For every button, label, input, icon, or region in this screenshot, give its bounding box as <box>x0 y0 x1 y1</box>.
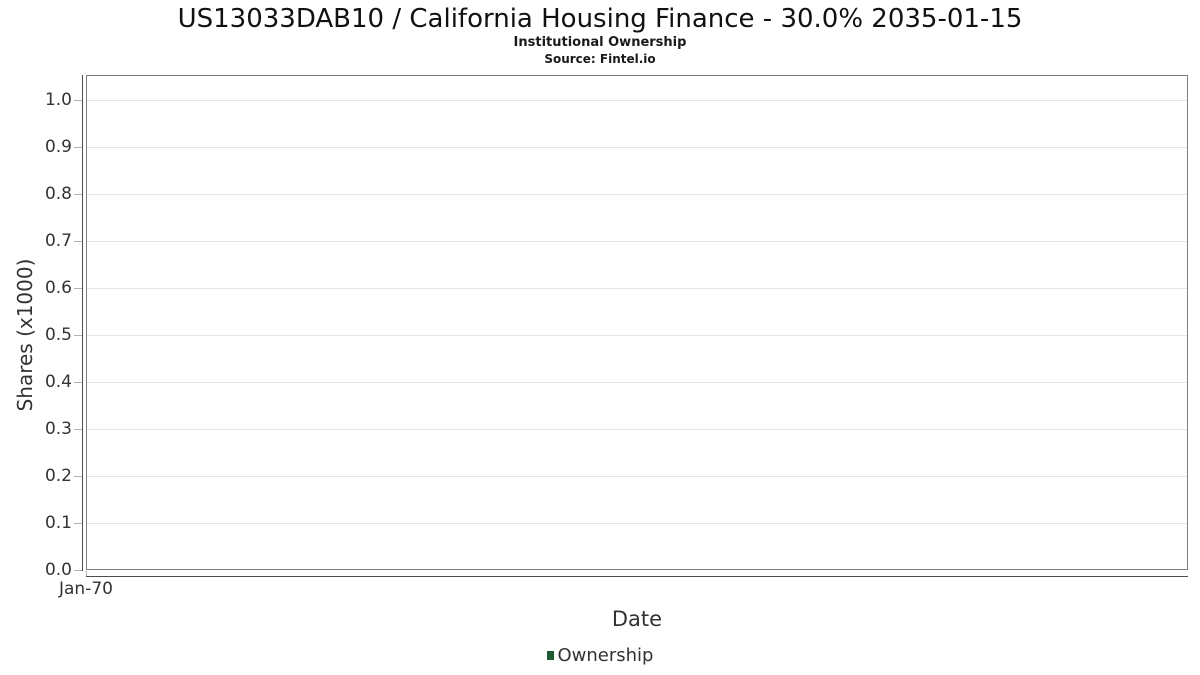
x-axis-line <box>86 576 1188 577</box>
y-axis-tick-mark <box>74 288 82 289</box>
y-axis-tick-mark <box>74 194 82 195</box>
y-axis-tick-label: 0.6 <box>44 278 72 298</box>
gridline <box>87 476 1187 477</box>
y-axis-tick-mark <box>74 335 82 336</box>
y-axis-tick-label: 0.5 <box>44 325 72 345</box>
gridline <box>87 429 1187 430</box>
y-axis-tick-mark <box>74 476 82 477</box>
chart-title: US13033DAB10 / California Housing Financ… <box>177 4 1023 34</box>
legend-label-ownership: Ownership <box>557 645 654 666</box>
y-axis-tick-label: 1.0 <box>44 90 72 110</box>
plot-area <box>86 75 1188 570</box>
gridline <box>87 523 1187 524</box>
gridline <box>87 100 1187 101</box>
gridline <box>87 147 1187 148</box>
y-axis-tick-label: 0.7 <box>44 231 72 251</box>
y-axis-tick-mark <box>74 100 82 101</box>
gridline <box>87 288 1187 289</box>
y-axis-tick-mark <box>74 523 82 524</box>
chart-subtitle: Institutional Ownership <box>513 35 687 50</box>
x-axis-title: Date <box>611 607 663 631</box>
y-axis-tick-mark <box>74 147 82 148</box>
legend-marker-ownership <box>546 651 554 660</box>
y-axis-tick-label: 0.2 <box>44 466 72 486</box>
y-axis-tick-mark <box>74 382 82 383</box>
y-axis-tick-label: 0.9 <box>44 137 72 157</box>
y-axis-tick-label: 0.4 <box>44 372 72 392</box>
x-axis-tick-mark <box>86 571 87 576</box>
y-axis-tick-mark <box>74 570 82 571</box>
gridline <box>87 335 1187 336</box>
chart-source-note: Source: Fintel.io <box>544 52 656 66</box>
gridline <box>87 241 1187 242</box>
y-axis-tick-mark <box>74 241 82 242</box>
y-axis-tick-label: 0.8 <box>44 184 72 204</box>
y-axis-tick-mark <box>74 429 82 430</box>
y-axis-tick-label: 0.1 <box>44 513 72 533</box>
gridline <box>87 382 1187 383</box>
y-axis-line <box>82 75 83 571</box>
gridline <box>87 194 1187 195</box>
y-axis-tick-label: 0.3 <box>44 419 72 439</box>
x-axis-tick-label: Jan-70 <box>59 579 113 599</box>
legend: Ownership <box>0 645 1200 666</box>
y-axis-tick-label: 0.0 <box>44 560 72 580</box>
